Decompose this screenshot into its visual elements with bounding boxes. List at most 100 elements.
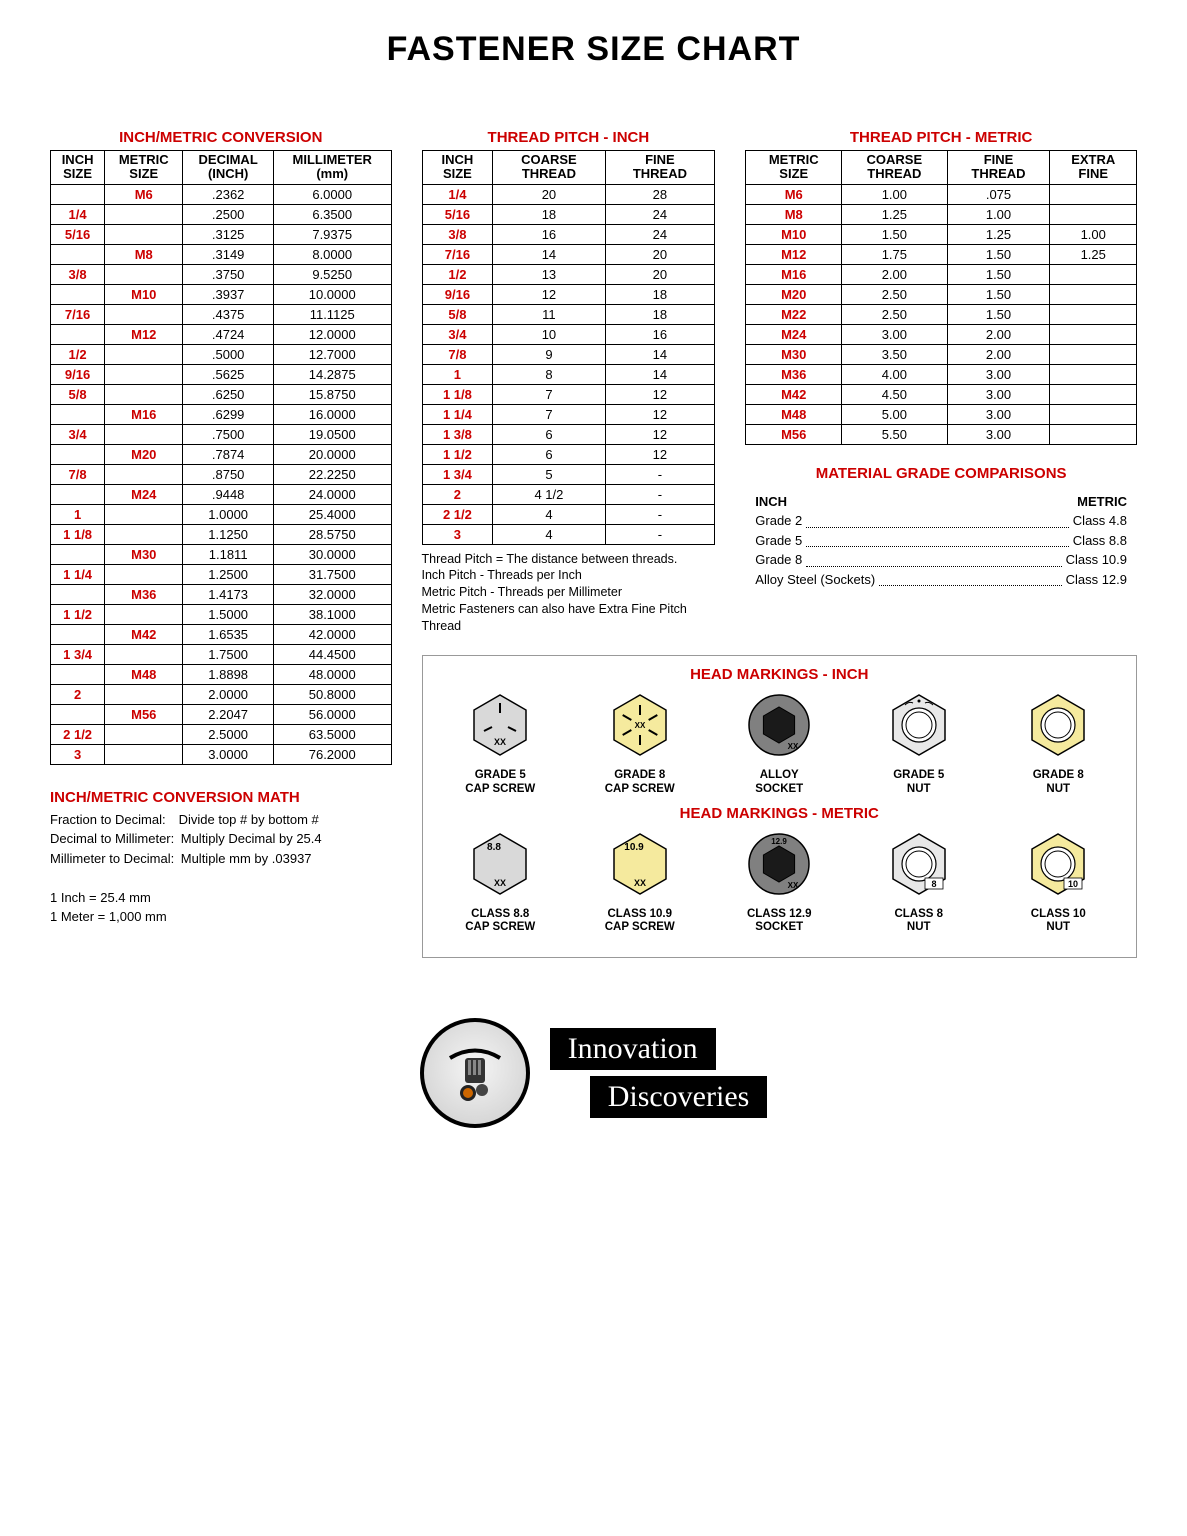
table-cell: 76.2000: [273, 744, 391, 764]
table-cell: 5: [493, 464, 605, 484]
table-cell: 18: [605, 304, 715, 324]
table-row: 3/81624: [422, 224, 715, 244]
table-cell: 1.50: [947, 244, 1050, 264]
table-cell: 9/16: [422, 284, 493, 304]
table-row: M121.751.501.25: [746, 244, 1137, 264]
table-cell: 12.0000: [273, 324, 391, 344]
table-row: 1/2.500012.7000: [51, 344, 392, 364]
table-cell: .075: [947, 184, 1050, 204]
table-cell: .8750: [183, 464, 274, 484]
table-row: M424.503.00: [746, 384, 1137, 404]
table-row: 1 1/21.500038.1000: [51, 604, 392, 624]
footer-logo-icon: [420, 1018, 530, 1128]
table-row: 5/161824: [422, 204, 715, 224]
svg-text:XX: XX: [788, 881, 799, 890]
table-row: M6.23626.0000: [51, 184, 392, 204]
table-cell: M6: [105, 184, 183, 204]
table-cell: 31.7500: [273, 564, 391, 584]
table-cell: 28: [605, 184, 715, 204]
table-cell: 1.7500: [183, 644, 274, 664]
math-line: 1 Meter = 1,000 mm: [50, 907, 392, 927]
table-row: 5/81118: [422, 304, 715, 324]
table-cell: 24: [605, 224, 715, 244]
hm-label-2: CAP SCREW: [590, 783, 690, 797]
table-cell: M48: [746, 404, 842, 424]
table-cell: 4: [493, 504, 605, 524]
svg-text:XX: XX: [788, 742, 799, 751]
head-marking-item: XXGRADE 8CAP SCREW: [590, 691, 690, 797]
head-marking-item: XXALLOYSOCKET: [729, 691, 829, 797]
table-cell: 24: [605, 204, 715, 224]
head-marking-item: 10CLASS 10NUT: [1008, 830, 1108, 936]
table-cell: 18: [493, 204, 605, 224]
table-cell: [105, 744, 183, 764]
table-cell: 2 1/2: [422, 504, 493, 524]
table-cell: .4724: [183, 324, 274, 344]
table-cell: 7: [493, 404, 605, 424]
table-cell: 1 1/8: [51, 524, 105, 544]
head-marking-item: GRADE 5NUT: [869, 691, 969, 797]
table-cell: 8.0000: [273, 244, 391, 264]
table-cell: 1.0000: [183, 504, 274, 524]
table-cell: [1050, 184, 1137, 204]
table-row: M24.944824.0000: [51, 484, 392, 504]
table-cell: 20: [493, 184, 605, 204]
math-lines: Fraction to Decimal: Divide top # by bot…: [50, 810, 392, 927]
svg-text:8.8: 8.8: [487, 842, 501, 853]
table-cell: 3.00: [947, 364, 1050, 384]
table-cell: 20: [605, 244, 715, 264]
table-row: 7/161420: [422, 244, 715, 264]
grade-left: Grade 2: [755, 511, 802, 531]
hm-label-1: GRADE 8: [590, 769, 690, 783]
table-cell: 1: [51, 504, 105, 524]
table-row: 5/8.625015.8750: [51, 384, 392, 404]
table-cell: M30: [746, 344, 842, 364]
table-cell: [51, 244, 105, 264]
table-cell: 1 3/4: [422, 464, 493, 484]
table-cell: 1 1/2: [422, 444, 493, 464]
table-cell: 3.00: [947, 424, 1050, 444]
table-row: 2 1/22.500063.5000: [51, 724, 392, 744]
svg-text:XX: XX: [494, 878, 506, 888]
table-cell: [105, 424, 183, 444]
table-cell: 20: [605, 264, 715, 284]
table-cell: .3937: [183, 284, 274, 304]
grade-row: Grade 5Class 8.8: [745, 531, 1137, 551]
table-cell: M12: [105, 324, 183, 344]
table-cell: 12.7000: [273, 344, 391, 364]
table-cell: [1050, 364, 1137, 384]
table-cell: 1/4: [51, 204, 105, 224]
table-row: M222.501.50: [746, 304, 1137, 324]
table-row: M421.653542.0000: [51, 624, 392, 644]
table-cell: 5.50: [842, 424, 947, 444]
table-cell: 6: [493, 444, 605, 464]
table-row: M301.181130.0000: [51, 544, 392, 564]
conversion-table: INCHSIZEMETRICSIZEDECIMAL(INCH)MILLIMETE…: [50, 150, 392, 765]
table-cell: [105, 564, 183, 584]
table-row: 9/16.562514.2875: [51, 364, 392, 384]
page-title: FASTENER SIZE CHART: [50, 30, 1137, 69]
table-cell: 2.2047: [183, 704, 274, 724]
table-cell: [105, 464, 183, 484]
table-cell: 2: [51, 684, 105, 704]
table-row: M485.003.00: [746, 404, 1137, 424]
table-row: M20.787420.0000: [51, 444, 392, 464]
table-cell: 2 1/2: [51, 724, 105, 744]
table-cell: [51, 404, 105, 424]
table-cell: 2.50: [842, 304, 947, 324]
table-cell: [1050, 304, 1137, 324]
main-columns: INCH/METRIC CONVERSION INCHSIZEMETRICSIZ…: [50, 129, 1137, 958]
table-cell: 2: [422, 484, 493, 504]
table-cell: 2.00: [842, 264, 947, 284]
table-cell: 5/8: [51, 384, 105, 404]
table-cell: 5.00: [842, 404, 947, 424]
hm-inch-title: HEAD MARKINGS - INCH: [435, 666, 1125, 683]
table-cell: 6.0000: [273, 184, 391, 204]
table-row: 1/4.25006.3500: [51, 204, 392, 224]
table-row: 7/8.875022.2250: [51, 464, 392, 484]
pitch-inch-notes: Thread Pitch = The distance between thre…: [422, 551, 716, 635]
table-row: 24 1/2-: [422, 484, 715, 504]
table-cell: 12: [605, 404, 715, 424]
table-cell: 48.0000: [273, 664, 391, 684]
table-cell: 5/16: [51, 224, 105, 244]
